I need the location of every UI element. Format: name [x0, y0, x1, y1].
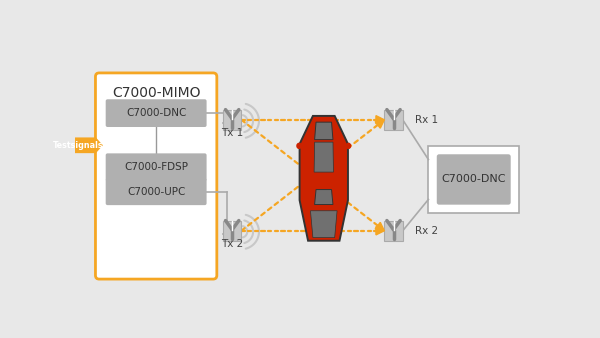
Text: Testsignals: Testsignals — [53, 141, 103, 150]
FancyBboxPatch shape — [437, 154, 511, 205]
Polygon shape — [299, 116, 348, 241]
Ellipse shape — [297, 143, 301, 148]
Polygon shape — [314, 142, 334, 172]
Text: Rx 1: Rx 1 — [415, 115, 439, 125]
Polygon shape — [376, 226, 385, 235]
Text: C7000-DNC: C7000-DNC — [442, 174, 506, 185]
Text: Rx 2: Rx 2 — [415, 226, 439, 236]
FancyBboxPatch shape — [106, 153, 206, 181]
Polygon shape — [310, 211, 337, 238]
Text: C7000-DNC: C7000-DNC — [126, 108, 187, 118]
Polygon shape — [323, 174, 331, 183]
FancyBboxPatch shape — [385, 110, 403, 130]
Polygon shape — [314, 190, 333, 204]
FancyBboxPatch shape — [223, 110, 241, 130]
FancyBboxPatch shape — [95, 73, 217, 279]
FancyBboxPatch shape — [428, 146, 519, 213]
Text: Tx 1: Tx 1 — [221, 128, 243, 138]
Text: C7000-UPC: C7000-UPC — [127, 187, 185, 197]
FancyBboxPatch shape — [385, 221, 403, 241]
Polygon shape — [60, 138, 103, 153]
Polygon shape — [375, 222, 385, 231]
Text: C7000-FDSP: C7000-FDSP — [124, 162, 188, 172]
Text: Tx 2: Tx 2 — [221, 239, 243, 249]
Polygon shape — [375, 120, 385, 128]
Polygon shape — [376, 116, 385, 124]
FancyBboxPatch shape — [106, 178, 206, 205]
FancyBboxPatch shape — [106, 99, 206, 127]
FancyBboxPatch shape — [223, 221, 241, 241]
Ellipse shape — [346, 143, 350, 148]
Polygon shape — [314, 122, 333, 140]
Text: C7000-MIMO: C7000-MIMO — [112, 86, 200, 100]
